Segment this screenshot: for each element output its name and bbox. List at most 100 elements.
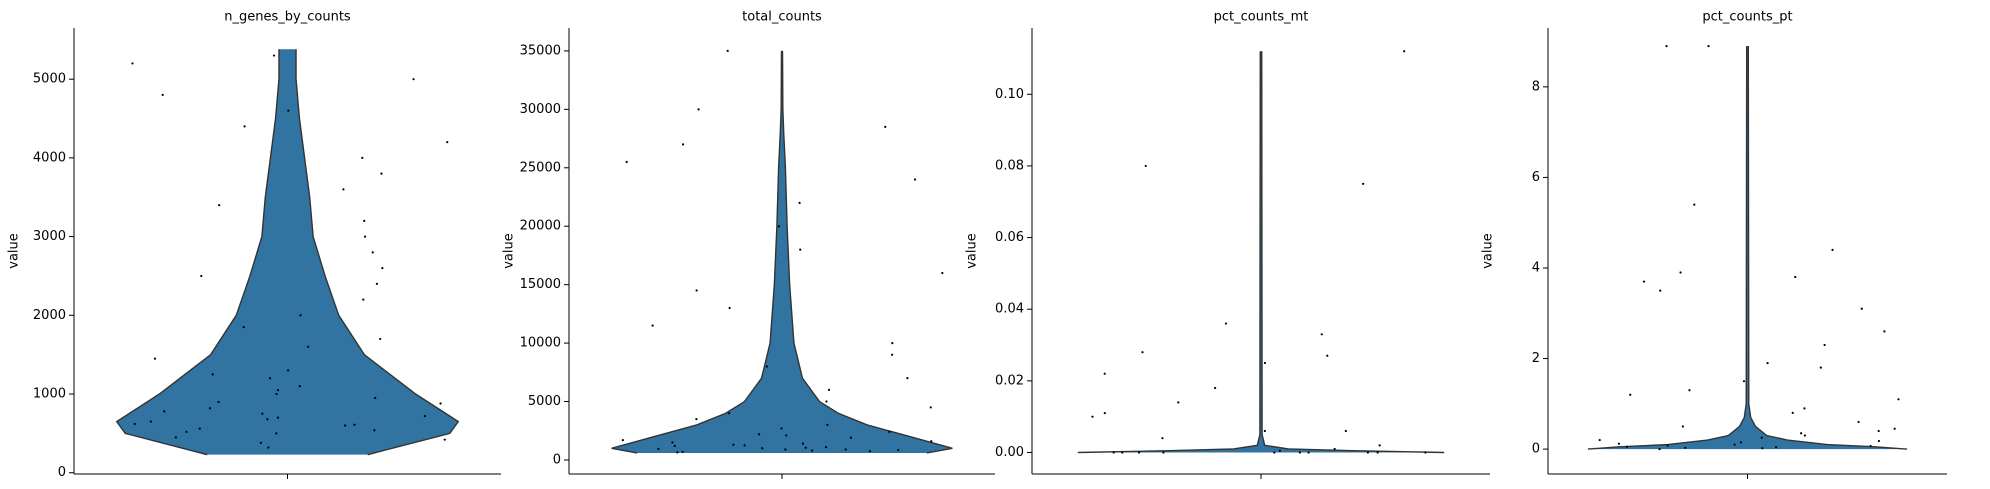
- point: [884, 125, 887, 128]
- y-tick-label: 0: [1532, 442, 1540, 457]
- point: [1877, 429, 1880, 433]
- point: [1320, 333, 1323, 336]
- panel-title: pct_counts_mt: [1214, 10, 1309, 25]
- point: [681, 450, 684, 453]
- point: [827, 388, 831, 391]
- point: [799, 248, 802, 251]
- y-tick-label: 20000: [520, 219, 561, 234]
- point: [272, 54, 276, 57]
- point: [784, 448, 787, 451]
- point: [1629, 393, 1632, 396]
- point: [728, 306, 731, 310]
- violin-outline: [295, 49, 460, 456]
- point: [446, 141, 449, 144]
- point: [380, 172, 383, 175]
- y-tick-label: 0.02: [995, 373, 1024, 388]
- y-axis-label: value: [1481, 233, 1496, 269]
- point: [363, 219, 366, 222]
- point: [743, 444, 746, 447]
- y-tick-label: 25000: [520, 160, 561, 175]
- point: [1144, 164, 1147, 168]
- point: [1760, 436, 1763, 439]
- point: [307, 345, 310, 348]
- point: [259, 441, 263, 444]
- point: [1366, 451, 1369, 454]
- point: [1681, 425, 1684, 428]
- point: [1263, 429, 1266, 433]
- violin-body: [116, 49, 459, 455]
- point: [1803, 434, 1806, 437]
- point: [1897, 398, 1900, 401]
- point: [1857, 420, 1860, 424]
- point: [174, 436, 177, 439]
- point: [826, 423, 829, 427]
- point: [732, 443, 735, 446]
- point: [1739, 441, 1742, 444]
- point: [287, 109, 290, 112]
- point: [1707, 45, 1710, 48]
- point: [163, 410, 166, 413]
- point: [276, 416, 280, 419]
- y-tick-label: 0.10: [995, 87, 1024, 102]
- point: [695, 289, 698, 292]
- point: [268, 377, 272, 380]
- violin-outline: [781, 50, 953, 454]
- point: [375, 282, 378, 285]
- point: [757, 433, 761, 436]
- point: [1403, 50, 1406, 53]
- point: [1761, 447, 1764, 450]
- point: [1733, 443, 1736, 446]
- point: [371, 251, 374, 254]
- point: [825, 400, 828, 403]
- point: [897, 448, 900, 452]
- violin-outline: [611, 50, 783, 454]
- point: [1665, 45, 1668, 48]
- point: [1766, 361, 1769, 365]
- y-tick-label: 1000: [33, 387, 66, 402]
- point: [1693, 203, 1696, 206]
- point: [891, 341, 894, 345]
- point: [1803, 407, 1806, 410]
- point: [218, 204, 221, 207]
- point: [1344, 429, 1347, 433]
- point: [1819, 366, 1822, 369]
- point: [1278, 449, 1281, 452]
- y-tick-label: 0: [58, 465, 66, 480]
- point: [439, 402, 442, 405]
- point: [1161, 437, 1164, 440]
- point: [275, 392, 278, 396]
- point: [362, 298, 365, 301]
- point: [1742, 380, 1746, 383]
- point: [1326, 354, 1329, 357]
- point: [1794, 275, 1797, 279]
- point: [1775, 446, 1778, 449]
- point: [657, 447, 660, 450]
- point: [728, 412, 731, 415]
- point: [373, 429, 376, 432]
- y-tick-label: 15000: [520, 277, 561, 292]
- point: [1177, 401, 1180, 404]
- y-tick-label: 2000: [33, 308, 66, 323]
- y-tick-label: 8: [1532, 79, 1540, 94]
- point: [824, 446, 828, 449]
- point: [765, 365, 768, 368]
- point: [1333, 447, 1336, 451]
- y-tick-label: 0.08: [995, 158, 1024, 173]
- point: [1307, 451, 1310, 454]
- point: [1214, 386, 1217, 390]
- point: [1642, 280, 1646, 283]
- point: [198, 427, 201, 430]
- y-tick-label: 5000: [33, 72, 66, 87]
- point: [681, 143, 685, 146]
- point: [1831, 248, 1834, 251]
- point: [1112, 451, 1115, 454]
- panel-title: n_genes_by_counts: [224, 10, 351, 25]
- point: [261, 412, 264, 415]
- point: [267, 446, 270, 449]
- point: [625, 160, 628, 164]
- point: [1869, 444, 1872, 448]
- violin-outline: [1587, 46, 1748, 450]
- y-tick-label: 0.04: [995, 302, 1024, 317]
